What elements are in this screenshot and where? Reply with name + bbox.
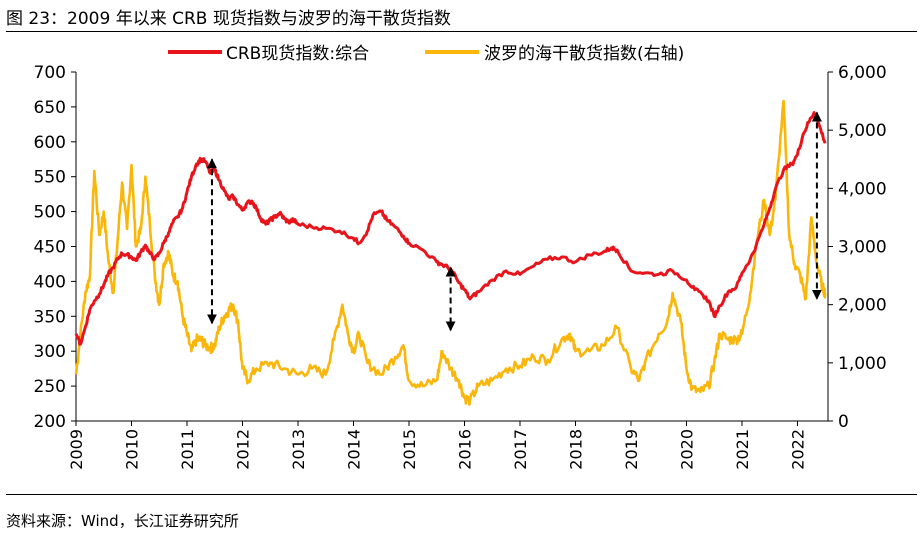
x-tick-label: 2018 — [566, 429, 585, 470]
left-tick-label: 700 — [34, 63, 66, 83]
x-tick-label: 2022 — [788, 429, 807, 470]
left-tick-label: 350 — [34, 307, 66, 327]
annotation-layer — [206, 111, 822, 332]
left-axis-ticks: 200 250 300 350 400 450 500 550 600 650 700 — [34, 63, 76, 432]
figure-title: 图 23：2009 年以来 CRB 现货指数与波罗的海干散货指数 — [6, 9, 451, 29]
left-tick-label: 200 — [34, 412, 66, 432]
x-tick-label: 2016 — [455, 429, 474, 470]
left-tick-label: 600 — [34, 133, 66, 153]
right-tick-label: 2,000 — [838, 296, 887, 316]
right-tick-label: 4,000 — [838, 179, 887, 199]
x-tick-label: 2014 — [344, 429, 363, 470]
x-axis-ticks: 2009 2010 2011 2012 2013 2014 2015 2016 2017 2018… — [67, 421, 807, 470]
x-tick-label: 2019 — [622, 429, 641, 470]
x-tick-label: 2021 — [733, 429, 752, 470]
left-tick-label: 400 — [34, 272, 66, 292]
right-tick-label: 1,000 — [838, 354, 887, 374]
right-tick-label: 0 — [838, 412, 849, 432]
x-tick-label: 2020 — [677, 429, 696, 470]
right-tick-label: 5,000 — [838, 121, 887, 141]
legend-label-crb: CRB现货指数:综合 — [226, 44, 369, 64]
left-tick-label: 300 — [34, 342, 66, 362]
right-tick-label: 3,000 — [838, 238, 887, 258]
series-line-bdi — [74, 99, 827, 406]
source-note: 资料来源：Wind，长江证券研究所 — [6, 512, 239, 530]
title-divider — [6, 31, 917, 32]
x-tick-label: 2013 — [289, 429, 308, 470]
x-tick-label: 2010 — [122, 429, 141, 470]
right-tick-label: 6,000 — [838, 63, 887, 83]
x-tick-label: 2009 — [67, 429, 86, 470]
series-layer — [74, 99, 827, 406]
legend: CRB现货指数:综合 波罗的海干散货指数(右轴) — [168, 44, 684, 64]
x-tick-label: 2015 — [400, 429, 419, 470]
left-tick-label: 650 — [34, 98, 66, 118]
series-line-crb — [74, 111, 827, 346]
x-tick-label: 2011 — [178, 429, 197, 470]
source-divider — [6, 494, 917, 495]
legend-label-bdi: 波罗的海干散货指数(右轴) — [484, 44, 684, 64]
left-tick-label: 250 — [34, 377, 66, 397]
left-tick-label: 550 — [34, 168, 66, 188]
right-axis-ticks: 0 1,000 2,000 3,000 4,000 5,000 6,000 — [828, 63, 887, 432]
x-tick-label: 2017 — [511, 429, 530, 470]
left-tick-label: 500 — [34, 203, 66, 223]
x-tick-label: 2012 — [233, 429, 252, 470]
left-tick-label: 450 — [34, 238, 66, 258]
